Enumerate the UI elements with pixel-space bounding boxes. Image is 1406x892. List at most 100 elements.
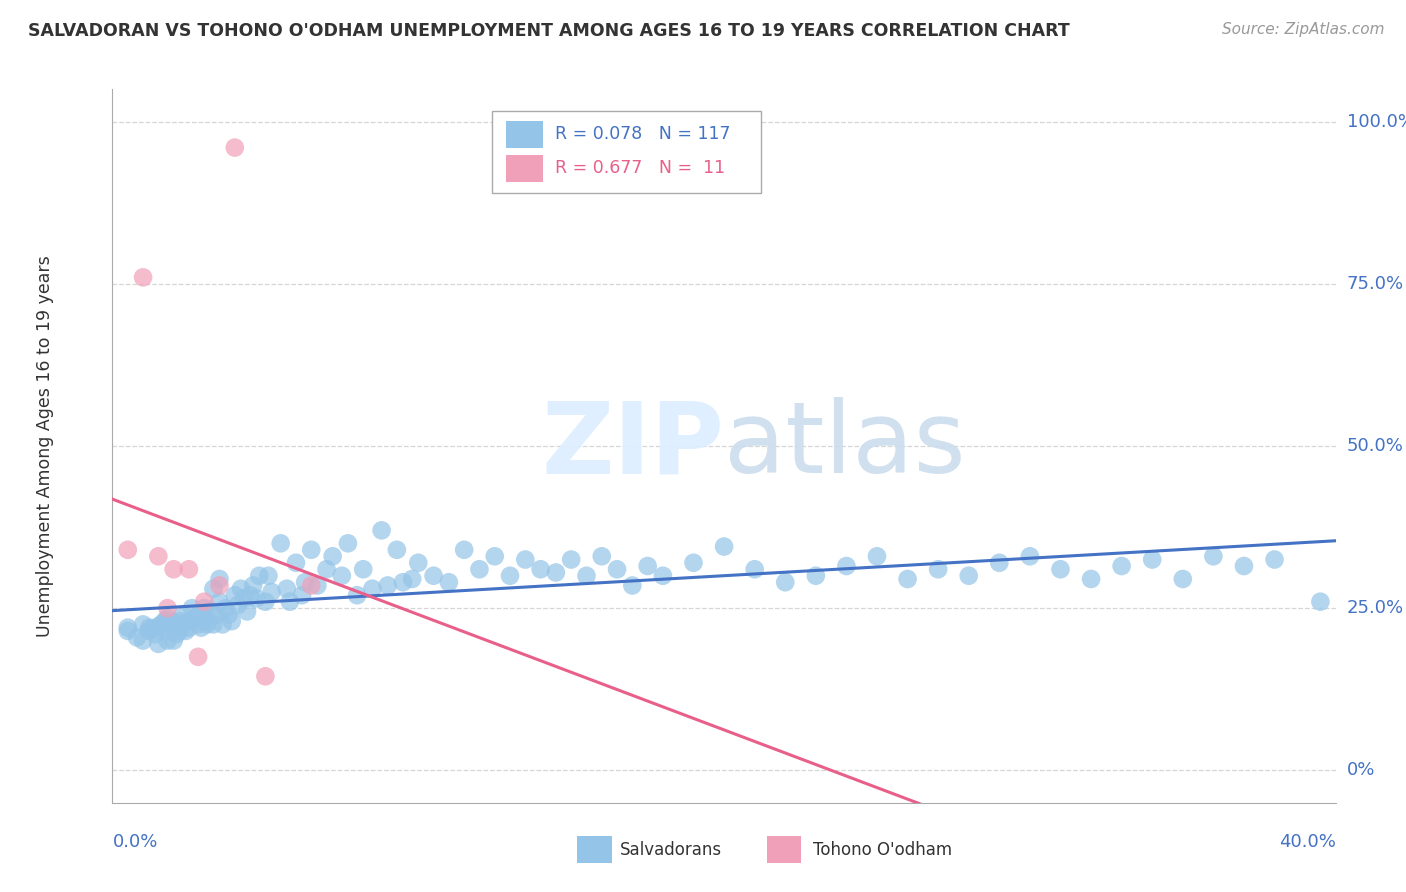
Point — [254, 595, 277, 609]
Point — [1111, 559, 1133, 574]
Point — [775, 575, 797, 590]
Point — [1142, 552, 1164, 566]
Point — [150, 617, 173, 632]
Text: 25.0%: 25.0% — [1347, 599, 1405, 617]
Point — [200, 604, 222, 618]
Point — [156, 633, 179, 648]
Point — [294, 575, 316, 590]
Point — [385, 542, 408, 557]
Point — [276, 582, 298, 596]
Point — [205, 607, 228, 622]
Bar — [506, 155, 543, 182]
Point — [208, 595, 231, 609]
Point — [193, 611, 215, 625]
Point — [187, 617, 209, 632]
Point — [422, 568, 444, 582]
Point — [515, 552, 537, 566]
Point — [193, 595, 215, 609]
Point — [132, 270, 155, 285]
Point — [1309, 595, 1331, 609]
Point — [299, 542, 322, 557]
Point — [1233, 559, 1256, 574]
Point — [835, 559, 858, 574]
Point — [163, 622, 186, 636]
Text: 0.0%: 0.0% — [112, 833, 157, 851]
Point — [163, 633, 186, 648]
Point — [148, 549, 170, 564]
Point — [193, 601, 215, 615]
Point — [117, 542, 139, 557]
Point — [177, 562, 200, 576]
Point — [346, 588, 368, 602]
Point — [148, 637, 170, 651]
Point — [236, 604, 259, 618]
Point — [392, 575, 415, 590]
Point — [143, 627, 166, 641]
Point — [226, 598, 249, 612]
Point — [682, 556, 704, 570]
Text: Source: ZipAtlas.com: Source: ZipAtlas.com — [1222, 22, 1385, 37]
Point — [172, 617, 194, 632]
Text: SALVADORAN VS TOHONO O'ODHAM UNEMPLOYMENT AMONG AGES 16 TO 19 YEARS CORRELATION : SALVADORAN VS TOHONO O'ODHAM UNEMPLOYMEN… — [28, 22, 1070, 40]
Text: 0%: 0% — [1347, 762, 1375, 780]
Point — [299, 578, 322, 592]
Point — [254, 669, 277, 683]
Point — [591, 549, 613, 564]
Point — [352, 562, 374, 576]
Bar — [766, 837, 801, 863]
Point — [190, 621, 212, 635]
Point — [218, 607, 240, 622]
Point — [278, 595, 301, 609]
Point — [221, 614, 243, 628]
Point — [214, 601, 236, 615]
Point — [202, 582, 225, 596]
Text: 40.0%: 40.0% — [1279, 833, 1336, 851]
Point — [544, 566, 567, 580]
Point — [804, 568, 827, 582]
Point — [1018, 549, 1040, 564]
Point — [401, 572, 423, 586]
Point — [560, 552, 582, 566]
Point — [187, 649, 209, 664]
Point — [652, 568, 675, 582]
Point — [138, 621, 160, 635]
Point — [224, 140, 246, 154]
Point — [141, 622, 163, 636]
Text: 75.0%: 75.0% — [1347, 275, 1405, 293]
Point — [377, 578, 399, 592]
Point — [927, 562, 949, 576]
Point — [174, 624, 197, 638]
Point — [1202, 549, 1225, 564]
Point — [156, 624, 179, 638]
Point — [169, 624, 191, 638]
Point — [336, 536, 359, 550]
Bar — [506, 120, 543, 148]
Point — [361, 582, 384, 596]
Point — [163, 615, 186, 630]
Point — [211, 617, 233, 632]
FancyBboxPatch shape — [492, 111, 761, 193]
Point — [247, 568, 270, 582]
Point — [453, 542, 475, 557]
Point — [315, 562, 337, 576]
Point — [257, 568, 280, 582]
Point — [499, 568, 522, 582]
Point — [148, 619, 170, 633]
Point — [208, 578, 231, 592]
Point — [163, 562, 186, 576]
Point — [132, 633, 155, 648]
Point — [172, 607, 194, 622]
Point — [897, 572, 920, 586]
Point — [169, 614, 191, 628]
Point — [284, 556, 308, 570]
Point — [260, 585, 283, 599]
Point — [1171, 572, 1194, 586]
Point — [156, 601, 179, 615]
Point — [125, 631, 148, 645]
Text: 100.0%: 100.0% — [1347, 112, 1406, 130]
Point — [117, 621, 139, 635]
Point — [202, 617, 225, 632]
Point — [242, 578, 264, 592]
Point — [307, 578, 329, 592]
Text: R = 0.078   N = 117: R = 0.078 N = 117 — [555, 125, 731, 143]
